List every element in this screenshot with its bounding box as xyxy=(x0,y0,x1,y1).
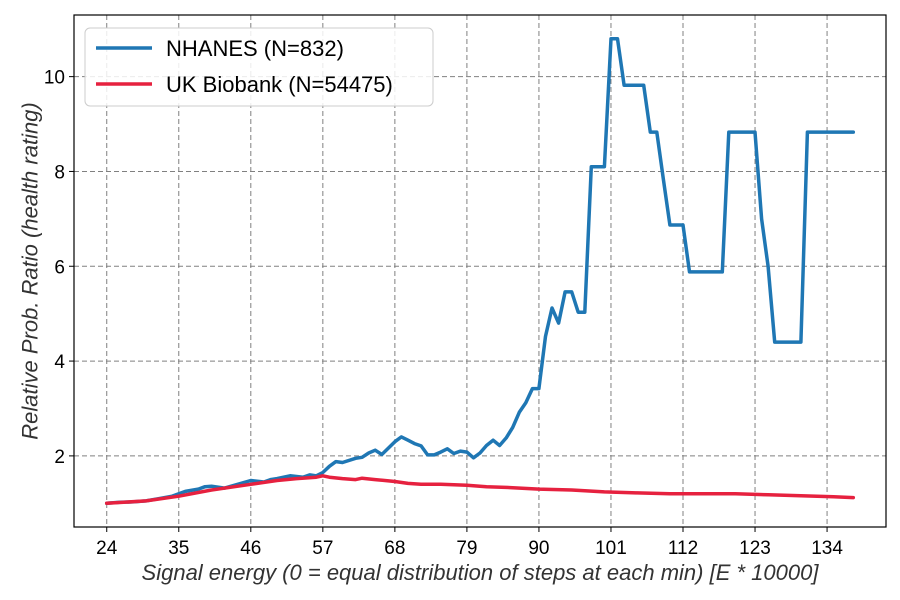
series-lines xyxy=(104,36,856,506)
x-tick-label: 90 xyxy=(528,538,549,559)
x-tick-label: 46 xyxy=(240,538,261,559)
x-tick-label: 57 xyxy=(312,538,333,559)
x-tick-label: 35 xyxy=(168,538,189,559)
x-tick-label: 101 xyxy=(595,538,627,559)
y-axis-title: Relative Prob. Ratio (health rating) xyxy=(18,102,43,440)
legend-box xyxy=(84,27,434,107)
y-tick-label: 10 xyxy=(44,68,65,89)
x-tick-label: 24 xyxy=(96,538,118,559)
legend: NHANES (N=832) UK Biobank (N=54475) xyxy=(84,27,434,107)
y-tick-label: 6 xyxy=(54,257,65,278)
y-tick-label: 2 xyxy=(54,447,65,468)
series-line-uk-biobank xyxy=(104,474,856,506)
x-tick-label: 123 xyxy=(739,538,771,559)
x-tick-label: 68 xyxy=(384,538,405,559)
legend-label: NHANES (N=832) xyxy=(166,36,344,61)
legend-label: UK Biobank (N=54475) xyxy=(166,72,393,97)
x-tick-label: 112 xyxy=(668,538,698,559)
x-tick-label: 79 xyxy=(456,538,477,559)
y-tick-label: 4 xyxy=(54,352,65,373)
series-line-nhanes xyxy=(104,36,856,506)
x-axis-title: Signal energy (0 = equal distribution of… xyxy=(142,560,820,585)
plot-frame xyxy=(73,14,887,528)
y-tick-label: 8 xyxy=(54,162,65,183)
grid-lines xyxy=(74,15,886,527)
x-tick-label: 134 xyxy=(811,538,843,559)
